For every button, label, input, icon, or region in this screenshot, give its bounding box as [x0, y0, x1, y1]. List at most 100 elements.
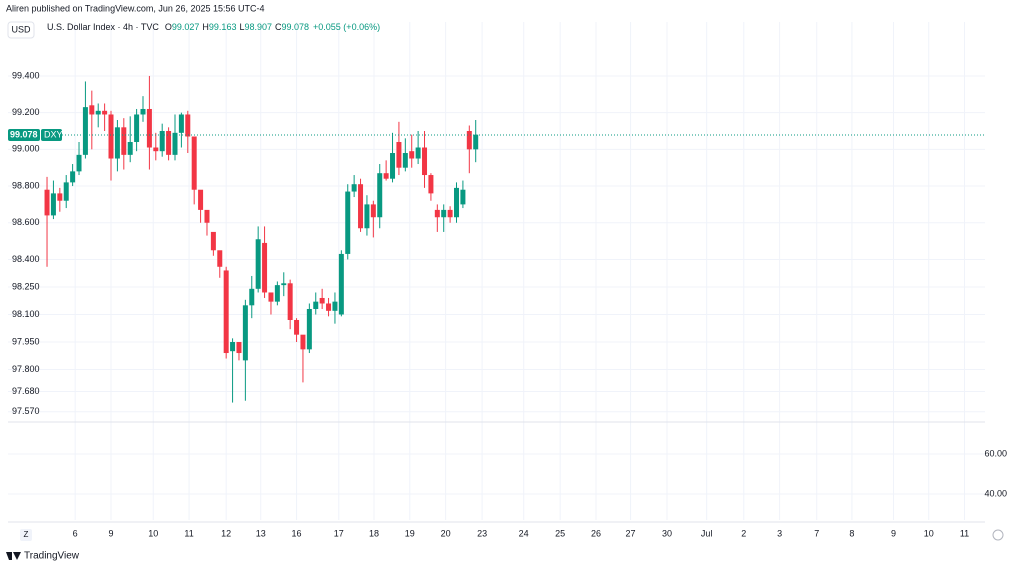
candle-body: [95, 110, 101, 115]
candle-body: [210, 231, 216, 251]
candle-body: [178, 114, 184, 133]
candle-body: [466, 130, 472, 150]
candle-body: [242, 305, 248, 361]
x-tick-label: 19: [405, 528, 415, 538]
candle-body: [89, 105, 95, 115]
y-tick-label: 99.200: [12, 107, 40, 117]
x-tick-label: 24: [519, 528, 529, 538]
zoom-label: Z: [24, 530, 29, 539]
candle-body: [390, 153, 396, 179]
y-tick-label: 99.000: [12, 144, 40, 154]
y-tick-label: 97.680: [12, 386, 40, 396]
candle-body: [114, 127, 120, 159]
candle-body: [153, 147, 159, 152]
candle-body: [460, 189, 466, 205]
y-tick-label: 99.400: [12, 70, 40, 80]
candle-body: [102, 110, 108, 115]
ohlc-label: H: [202, 22, 209, 32]
candle-body: [402, 153, 408, 168]
y-tick-label: 98.600: [12, 217, 40, 227]
candle-body: [236, 342, 242, 354]
candle-body: [313, 301, 319, 309]
candle-body: [326, 303, 332, 311]
candle-body: [268, 292, 274, 302]
x-tick-label: 9: [891, 528, 896, 538]
x-tick-label: 12: [221, 528, 231, 538]
x-tick-label: 26: [591, 528, 601, 538]
candle-body: [377, 173, 383, 218]
x-tick-label: 13: [256, 528, 266, 538]
x-tick-label: 25: [555, 528, 565, 538]
candle-body: [198, 189, 204, 210]
last-price-box: [8, 129, 40, 142]
y-tick-label: 40.00: [984, 488, 1007, 498]
title: U.S. Dollar Index · 4h · TVC: [47, 22, 159, 32]
candle-body: [370, 204, 376, 218]
y-tick-label: 97.570: [12, 406, 40, 416]
candle-body: [82, 107, 88, 155]
legend-header: U.S. Dollar Index · 4h · TVC O99.027 H99.1…: [47, 22, 380, 32]
candle-body: [294, 319, 300, 335]
x-tick-label: 17: [334, 528, 344, 538]
candle-body: [255, 239, 261, 289]
candle-body: [358, 184, 364, 229]
y-tick-label: 97.800: [12, 364, 40, 374]
candle-body: [345, 191, 351, 254]
candle-body: [57, 193, 63, 201]
x-tick-label: 8: [849, 528, 854, 538]
candle-body: [140, 108, 146, 115]
y-tick-label: 98.250: [12, 281, 40, 291]
candle-body: [332, 301, 338, 311]
candle-body: [249, 288, 255, 306]
byline: Aliren published on TradingView.com, Jun…: [6, 3, 265, 13]
ohlc-label: O: [165, 22, 172, 32]
candle-body: [172, 132, 178, 155]
candle-body: [319, 297, 325, 304]
candle-body: [300, 334, 306, 350]
candle-body: [108, 114, 114, 159]
candle-body: [364, 204, 370, 229]
x-tick-label: 18: [369, 528, 379, 538]
brand: TradingView: [24, 551, 80, 562]
x-tick-label: Jul: [701, 528, 713, 538]
candle-body: [409, 151, 415, 159]
x-tick-label: 11: [960, 528, 969, 538]
ohlc-label: L: [239, 22, 244, 32]
y-tick-label: 60.00: [984, 448, 1007, 458]
zoom-button[interactable]: [20, 529, 32, 541]
x-tick-label: 23: [477, 528, 487, 538]
candle-body: [262, 242, 268, 293]
ohlc-value: 99.078: [282, 22, 310, 32]
candle-body: [63, 182, 69, 201]
ohlc-value: 99.163: [209, 22, 237, 32]
y-tick-label: 98.100: [12, 309, 40, 319]
settings-icon[interactable]: [992, 529, 1004, 541]
candle-body: [441, 209, 447, 218]
candle-body: [447, 209, 453, 218]
symbol-label: DXY: [44, 129, 63, 139]
x-tick-label: 7: [814, 528, 819, 538]
candle-body: [127, 142, 133, 155]
candle-body: [422, 147, 428, 176]
x-tick-label: 27: [626, 528, 636, 538]
candle-body: [434, 209, 440, 218]
x-tick-label: 10: [148, 528, 158, 538]
candle-body: [274, 285, 280, 302]
ohlc-label: C: [275, 22, 282, 32]
candle-body: [351, 184, 357, 192]
candle-body: [134, 114, 140, 143]
candle-body: [159, 130, 165, 152]
x-tick-label: 30: [662, 528, 672, 538]
candle-body: [191, 136, 197, 190]
ohlc-value: 99.027: [172, 22, 200, 32]
y-tick-label: 97.950: [12, 336, 40, 346]
x-tick-label: 3: [777, 528, 782, 538]
candle-body: [44, 189, 50, 216]
candle-body: [230, 342, 236, 352]
candle-body: [306, 308, 312, 350]
candle-body: [50, 193, 56, 216]
currency-box[interactable]: [7, 21, 35, 39]
ohlc-value: 98.907: [244, 22, 272, 32]
y-tick-label: 98.400: [12, 254, 40, 264]
